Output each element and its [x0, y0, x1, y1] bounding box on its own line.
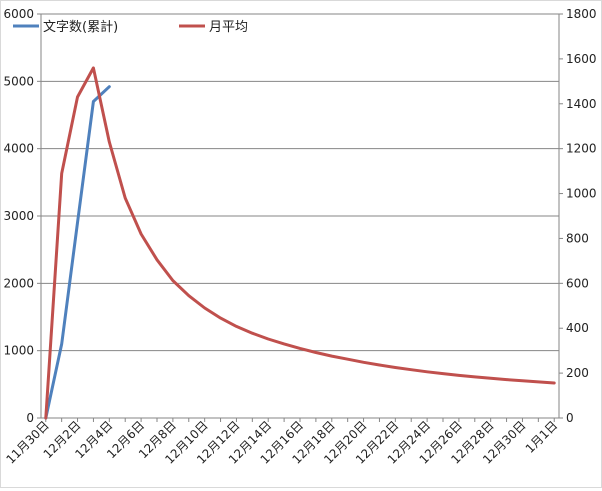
y-right-tick-label: 200 — [566, 366, 589, 380]
y-right-tick-label: 0 — [566, 411, 574, 425]
y-right-tick-label: 1400 — [566, 97, 597, 111]
axes: 0 1000 2000 3000 4000 5000 6000 0 200 400 600 800 10… — [3, 7, 596, 467]
y-right-tick-label: 400 — [566, 321, 589, 335]
y-right-tick-label: 600 — [566, 276, 589, 290]
gridlines — [41, 13, 559, 352]
y-right-tick-label: 1200 — [566, 142, 597, 156]
series-lines — [44, 66, 556, 420]
y-right-tick-label: 800 — [566, 231, 589, 245]
legend-item-cumulative-chars-label: 文字数(累計) — [43, 19, 118, 35]
y-right-tick-label: 1800 — [566, 7, 597, 21]
y-left-tick-label: 0 — [26, 411, 34, 425]
legend: 文字数(累計) 月平均 — [13, 19, 248, 35]
x-tick-label: 11月30日 — [3, 418, 51, 466]
legend-item-monthly-average-label: 月平均 — [209, 20, 248, 35]
y-left-tick-label: 4000 — [3, 142, 34, 156]
x-tick-label: 1月1日 — [523, 418, 561, 456]
y-left-tick-label: 5000 — [3, 74, 34, 88]
y-left-tick-label: 3000 — [3, 209, 34, 223]
y-right-tick-label: 1000 — [566, 187, 597, 201]
y-left-tick-label: 1000 — [3, 344, 34, 358]
y-right-tick-label: 1600 — [566, 52, 597, 66]
y-left-tick-label: 2000 — [3, 276, 34, 290]
y-left-tick-label: 6000 — [3, 7, 34, 21]
series-line-monthly-average — [44, 66, 556, 420]
